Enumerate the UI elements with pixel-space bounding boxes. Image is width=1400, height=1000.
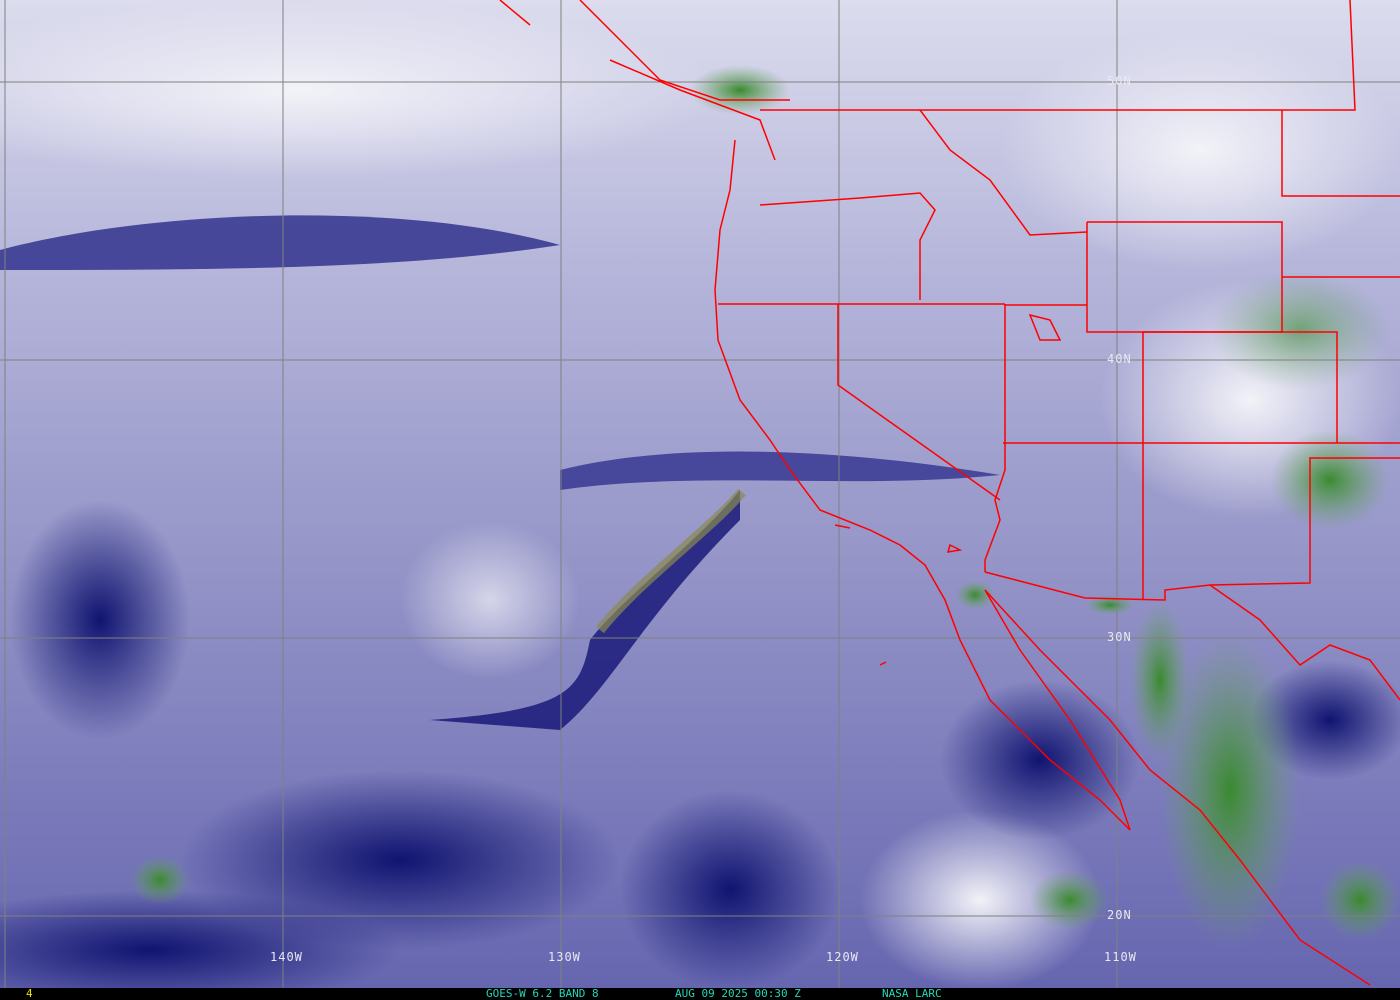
product-label: GOES-W 6.2 BAND 8 — [486, 987, 599, 1000]
political-borders — [499, 0, 1400, 986]
datetime-label: AUG 09 2025 00:30 Z — [675, 987, 801, 1000]
lon-label-120w: 120W — [826, 950, 859, 964]
footer-bar: 4 GOES-W 6.2 BAND 8 AUG 09 2025 00:30 Z … — [0, 987, 1400, 1000]
lon-label-140w: 140W — [270, 950, 303, 964]
source-label: NASA LARC — [882, 987, 942, 1000]
frame-number: 4 — [26, 987, 33, 1000]
lon-label-110w: 110W — [1104, 950, 1137, 964]
lat-label-50n: 50N — [1107, 74, 1132, 88]
lat-label-40n: 40N — [1107, 352, 1132, 366]
lat-label-20n: 20N — [1107, 908, 1132, 922]
lon-label-130w: 130W — [548, 950, 581, 964]
lat-label-30n: 30N — [1107, 630, 1132, 644]
